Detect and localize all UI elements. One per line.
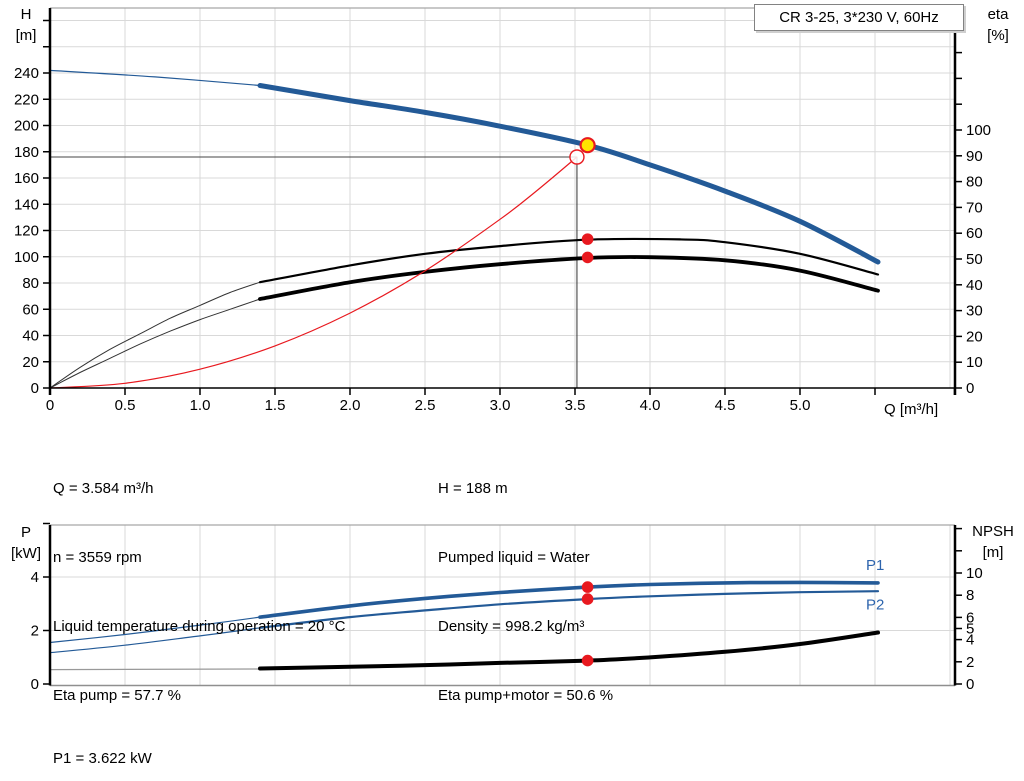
right-tick-label: 50 (966, 251, 983, 268)
p-axis-label: P [kW] (11, 524, 41, 562)
left-tick-label: 140 (14, 196, 39, 213)
duty-info-right: H = 188 m Pumped liquid = Water Density … (438, 431, 613, 753)
series-head-curve-ext (49, 69, 261, 87)
x-tick-label: 3.0 (490, 397, 511, 414)
power-info-block: P1 = 3.622 kW P2 = 3.175 kW NPSH = 2.11 … (53, 701, 157, 781)
right-tick-label: 20 (966, 328, 983, 345)
left-tick-label: 2 (31, 623, 39, 640)
marker-eta-pump-motor-point (581, 251, 594, 264)
left-tick-label: 160 (14, 170, 39, 187)
info-line-eta-pm: Eta pump+motor = 50.6 % (438, 687, 614, 704)
x-tick-label: 3.5 (565, 397, 586, 414)
x-tick-label: 2.5 (415, 397, 436, 414)
q-axis-label: Q [m³/h] (884, 401, 939, 418)
right-tick-label: 40 (966, 277, 983, 294)
right-tick-label: 10 (966, 354, 983, 371)
left-tick-label: 40 (22, 328, 39, 345)
h-axis-label: H [m] (15, 6, 37, 44)
marker-p1-point (581, 581, 594, 593)
right-tick-label: 0 (966, 676, 974, 693)
x-tick-label: 0 (46, 397, 54, 414)
right-tick-label: 6 (966, 609, 974, 626)
left-tick-label: 20 (22, 354, 39, 371)
left-tick-label: 240 (14, 65, 39, 82)
pump-title: CR 3-25, 3*230 V, 60Hz (779, 9, 939, 26)
marker-eta-pump-point (581, 233, 594, 245)
npsh-axis-label: NPSH [m] (972, 523, 1014, 561)
left-tick-label: 200 (14, 118, 39, 135)
right-tick-label: 5 (966, 621, 974, 638)
x-tick-label: 1.0 (190, 397, 211, 414)
left-tick-label: 0 (31, 676, 39, 693)
left-tick-label: 0 (31, 380, 39, 397)
info-line-density: Density = 998.2 kg/m³ (438, 618, 585, 635)
chart-hq: 0 0.5 1.0 1.5 2.0 2.5 3.0 3.5 4.0 4.5 5.0 0 20 40 60 80… (14, 7, 991, 414)
series-eta-pump-motor-curve (258, 255, 880, 301)
curve-label-p2: P2 (866, 597, 884, 614)
right-tick-label: 2 (966, 654, 974, 671)
marker-duty-point (579, 137, 596, 154)
right-tick-label: 30 (966, 303, 983, 320)
gridlines (50, 7, 955, 388)
left-tick-label: 100 (14, 249, 39, 266)
series-head-curve (257, 83, 881, 265)
info-line-liquid: Pumped liquid = Water (438, 549, 590, 566)
right-tick-label: 8 (966, 587, 974, 604)
pump-title-box: CR 3-25, 3*230 V, 60Hz (754, 4, 964, 31)
right-tick-label: 4 (966, 632, 974, 649)
series-p2-curve-ext (49, 627, 261, 654)
series-eta-pump-ext (49, 281, 261, 389)
series-system-curve (49, 156, 578, 389)
x-tick-label: 0.5 (115, 397, 136, 414)
info-line-q: Q = 3.584 m³/h (53, 480, 154, 497)
left-tick-label: 80 (22, 275, 39, 292)
right-tick-label: 70 (966, 199, 983, 216)
eta-axis-label: eta [%] (987, 6, 1009, 44)
marker-p2-point (581, 593, 594, 605)
left-tick-label: 180 (14, 144, 39, 161)
x-tick-label: 4.0 (640, 397, 661, 414)
right-tick-label: 10 (966, 565, 983, 582)
marker-rated-duty-point (569, 149, 585, 165)
x-tick-label: 5.0 (790, 397, 811, 414)
info-line-eta: Eta pump = 57.7 % (53, 687, 181, 704)
gridlines (50, 524, 955, 687)
right-tick-label: 0 (966, 380, 974, 397)
info-line-h: H = 188 m (438, 480, 508, 497)
curve-label-p1: P1 (866, 557, 884, 574)
info-line-temp: Liquid temperature during operation = 20… (53, 618, 346, 635)
series-eta-pump-motor-ext (49, 298, 261, 389)
series-p1-curve-ext (49, 616, 261, 644)
x-tick-label: 2.0 (340, 397, 361, 414)
duty-info-left: Q = 3.584 m³/h n = 3559 rpm Liquid tempe… (53, 431, 345, 753)
info-line-n: n = 3559 rpm (53, 549, 142, 566)
duty-markers (581, 581, 594, 667)
info-line-p1: P1 = 3.622 kW (53, 750, 152, 767)
right-tick-label: 90 (966, 148, 983, 165)
right-tick-label: 80 (966, 174, 983, 191)
x-tick-label: 1.5 (265, 397, 286, 414)
left-tick-label: 220 (14, 91, 39, 108)
series-npsh-curve-ext (49, 668, 261, 671)
left-tick-label: 120 (14, 223, 39, 240)
marker-npsh-point (581, 654, 594, 667)
x-tick-label: 4.5 (715, 397, 736, 414)
left-tick-label: 4 (31, 569, 39, 586)
axes: 0 0.5 1.0 1.5 2.0 2.5 3.0 3.5 4.0 4.5 5.0 0 20 40 60 80… (14, 8, 991, 414)
right-tick-label: 100 (966, 122, 991, 139)
duty-markers (569, 137, 596, 264)
right-tick-label: 60 (966, 225, 983, 242)
duty-crosshair (50, 156, 578, 388)
left-tick-label: 60 (22, 301, 39, 318)
